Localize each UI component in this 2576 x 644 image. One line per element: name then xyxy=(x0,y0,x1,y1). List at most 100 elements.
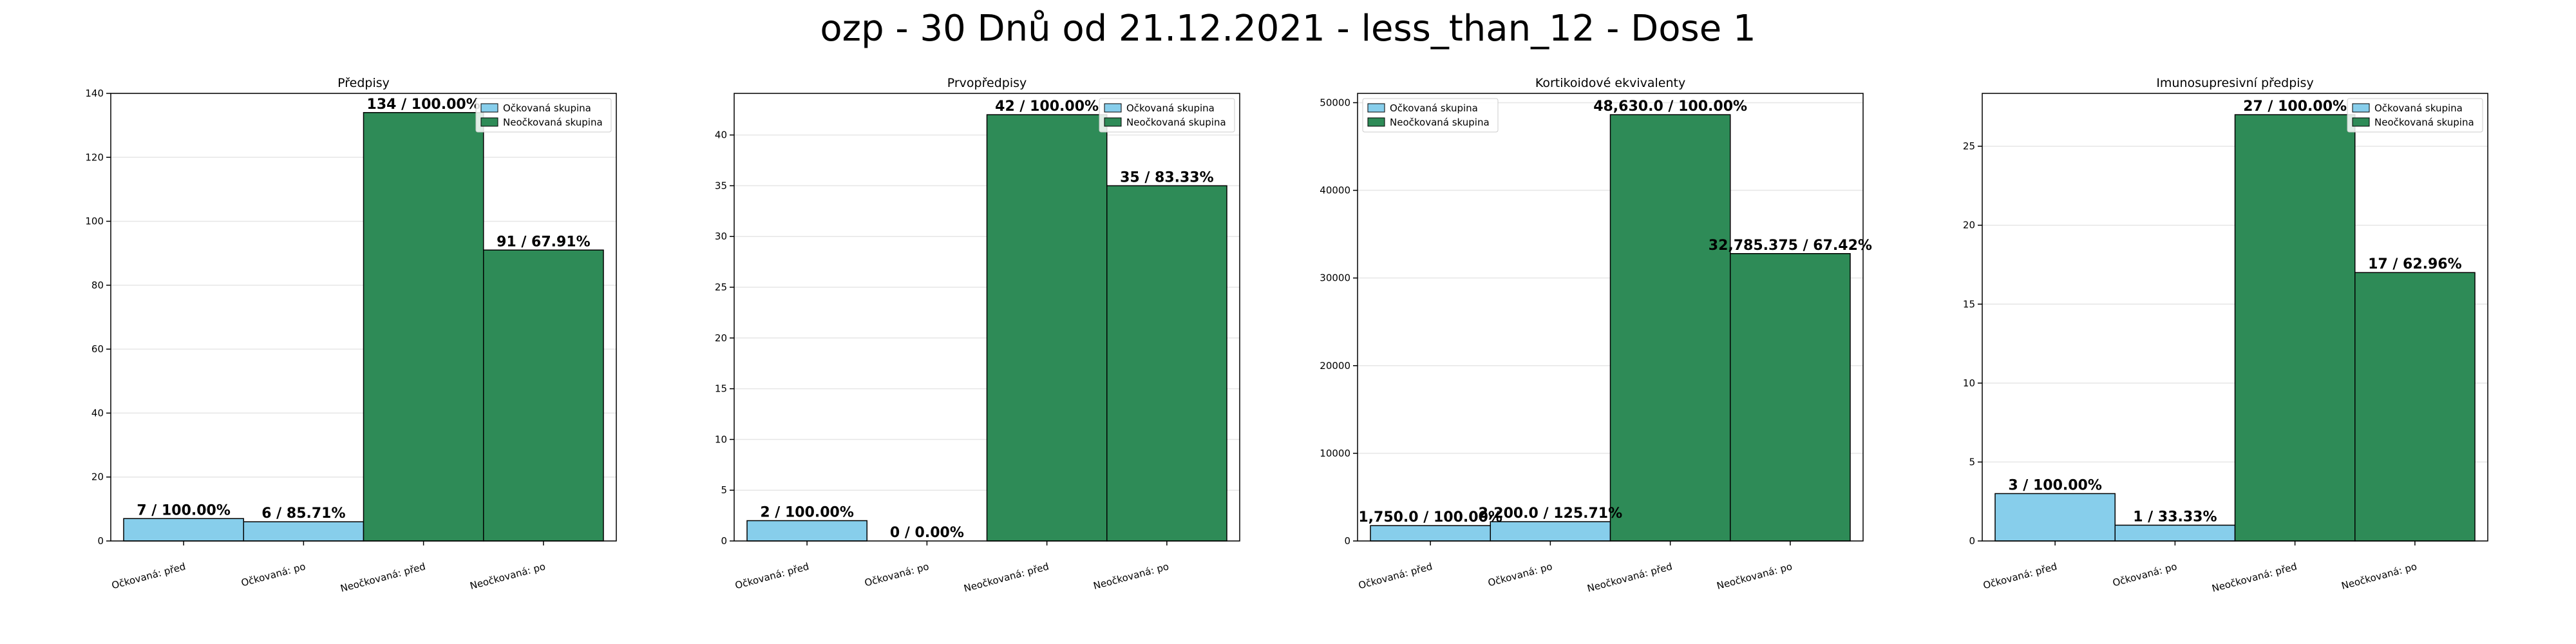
y-tick-label: 15 xyxy=(715,383,727,395)
y-tick-label: 10000 xyxy=(1320,448,1350,459)
x-tick-label: Neočkovaná: po xyxy=(469,560,547,592)
chart-1: 7 / 100.00% 6 / 85.71% 134 / 100.00% 91 / 6… xyxy=(85,76,617,594)
legend-label: Neočkovaná skupina xyxy=(503,117,603,128)
y-tick-label: 0 xyxy=(1344,535,1350,547)
bar-label: 32,785.375 / 67.42% xyxy=(1709,238,1872,254)
x-tick-label: Očkovaná: po xyxy=(864,560,931,589)
legend-swatch xyxy=(1367,117,1385,127)
x-tick-label: Očkovaná: po xyxy=(1487,560,1554,589)
bar xyxy=(746,520,867,542)
chart-2: 2 / 100.00% 0 / 0.00% 42 / 100.00% 35 / 83.… xyxy=(715,76,1240,594)
y-tick-label: 0 xyxy=(721,535,727,547)
bar xyxy=(363,112,484,542)
axes-frame xyxy=(1357,93,1864,542)
bar-label: 134 / 100.00% xyxy=(367,97,480,113)
y-tick-label: 0 xyxy=(97,535,104,547)
bar-label: 48,630.0 / 100.00% xyxy=(1593,99,1747,115)
y-tick-label: 25 xyxy=(715,281,727,293)
bar xyxy=(123,518,244,542)
bar-label: 35 / 83.33% xyxy=(1120,169,1214,185)
bar-label: 42 / 100.00% xyxy=(995,99,1099,115)
y-tick-label: 20000 xyxy=(1320,360,1350,372)
legend-label: Očkovaná skupina xyxy=(503,102,591,114)
y-tick-label: 80 xyxy=(91,279,104,291)
bar xyxy=(1370,525,1491,542)
bar xyxy=(2354,272,2476,542)
legend: Očkovaná skupina Neočkovaná skupina xyxy=(475,98,612,133)
legend-box xyxy=(1362,98,1499,133)
y-tick-label: 5 xyxy=(1969,456,1975,468)
x-tick-label: Neočkovaná: po xyxy=(1092,560,1170,592)
axes-frame xyxy=(110,93,617,542)
y-tick-label: 60 xyxy=(91,343,104,355)
legend-swatch xyxy=(1367,103,1385,113)
bar xyxy=(1609,114,1731,542)
y-tick-label: 100 xyxy=(85,216,104,227)
y-tick-label: 120 xyxy=(85,151,104,163)
legend-box xyxy=(1099,98,1235,133)
legend: Očkovaná skupina Neočkovaná skupina xyxy=(1099,98,1235,133)
x-tick-label: Neočkovaná: před xyxy=(2211,560,2298,594)
y-tick-label: 10 xyxy=(1963,377,1975,389)
legend-swatch xyxy=(1104,103,1122,113)
legend-label: Očkovaná skupina xyxy=(2374,102,2463,114)
y-tick-label: 0 xyxy=(1969,535,1975,547)
y-tick-label: 20 xyxy=(91,471,104,483)
bar-label: 3 / 100.00% xyxy=(2008,477,2102,493)
bar-label: 2 / 100.00% xyxy=(760,504,854,520)
y-tick-label: 10 xyxy=(715,433,727,445)
legend-label: Očkovaná skupina xyxy=(1126,102,1215,114)
legend-swatch xyxy=(480,103,498,113)
y-tick-label: 15 xyxy=(1963,298,1975,310)
bar-label: 6 / 85.71% xyxy=(261,506,345,522)
x-tick-label: Neočkovaná: před xyxy=(339,560,427,594)
bar-label: 7 / 100.00% xyxy=(137,502,231,518)
chart-title: Imunosupresivní předpisy xyxy=(2156,76,2313,90)
chart-title: Kortikoidové ekvivalenty xyxy=(1535,76,1685,90)
bar xyxy=(243,521,365,542)
x-tick-label: Neočkovaná: po xyxy=(1716,560,1794,592)
y-tick-label: 20 xyxy=(715,332,727,344)
y-tick-label: 35 xyxy=(715,180,727,191)
bar-label: 27 / 100.00% xyxy=(2243,99,2347,115)
figure-title: ozp - 30 Dnů od 21.12.2021 - less_than_1… xyxy=(820,8,1756,50)
chart-4: 3 / 100.00% 1 / 33.33% 27 / 100.00% 17 / 62… xyxy=(1963,76,2488,594)
legend-swatch xyxy=(2352,117,2370,127)
y-tick-label: 5 xyxy=(721,484,727,496)
x-tick-label: Očkovaná: před xyxy=(734,560,810,591)
chart-title: Prvopředpisy xyxy=(947,76,1027,90)
bar xyxy=(1106,185,1227,542)
legend-swatch xyxy=(2352,103,2370,113)
legend-swatch xyxy=(1104,117,1122,127)
bar xyxy=(2114,524,2236,542)
y-tick-label: 30 xyxy=(715,231,727,242)
bar-label: 1,750.0 / 100.00% xyxy=(1358,509,1502,526)
y-tick-label: 25 xyxy=(1963,140,1975,152)
x-tick-label: Očkovaná: před xyxy=(1982,560,2058,591)
legend-label: Neočkovaná skupina xyxy=(1390,117,1490,128)
legend-box xyxy=(2347,98,2483,133)
axes-frame xyxy=(734,93,1240,542)
bar-label: 91 / 67.91% xyxy=(497,234,591,250)
y-tick-label: 40 xyxy=(91,407,104,419)
chart-3: 1,750.0 / 100.00%2,200.0 / 125.71% 48,630… xyxy=(1320,76,1872,594)
y-tick-label: 140 xyxy=(85,88,104,99)
legend-label: Očkovaná skupina xyxy=(1390,102,1478,114)
x-tick-label: Neočkovaná: před xyxy=(963,560,1050,594)
legend-label: Neočkovaná skupina xyxy=(1126,117,1226,128)
bar xyxy=(986,114,1108,542)
y-tick-label: 20 xyxy=(1963,220,1975,231)
chart-title: Předpisy xyxy=(337,76,390,90)
bar xyxy=(1730,253,1851,542)
x-tick-label: Neočkovaná: po xyxy=(2340,560,2418,592)
axes-frame xyxy=(1982,93,2488,542)
bar xyxy=(483,249,604,542)
bar xyxy=(1994,493,2116,542)
x-tick-label: Neočkovaná: před xyxy=(1586,560,1674,594)
x-tick-label: Očkovaná: před xyxy=(1357,560,1434,591)
legend: Očkovaná skupina Neočkovaná skupina xyxy=(2347,98,2483,133)
x-tick-label: Očkovaná: po xyxy=(2112,560,2179,589)
x-tick-label: Očkovaná: po xyxy=(240,560,307,589)
bar xyxy=(2234,114,2356,542)
